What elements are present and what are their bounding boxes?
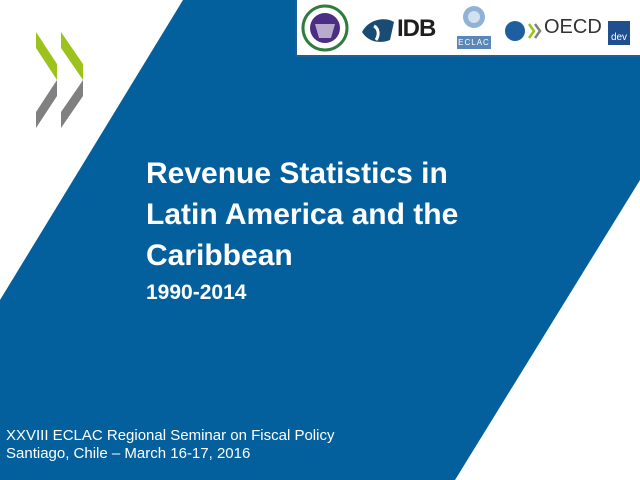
- oecd-chevrons-logo: [36, 32, 83, 128]
- slide-subtitle-years: 1990-2014: [146, 281, 247, 304]
- seminar-seal-logo: [301, 4, 349, 52]
- idb-globe-icon: [362, 19, 394, 42]
- event-location-date: Santiago, Chile – March 16-17, 2016: [6, 445, 251, 462]
- oecd-globe-icon: [505, 21, 542, 41]
- eclac-logo: ECLAC: [457, 36, 491, 49]
- oecd-logo: OECD: [544, 16, 602, 38]
- event-info: XXVIII ECLAC Regional Seminar on Fiscal …: [6, 427, 334, 463]
- partner-logos-band: IDB ECLAC OECD dev: [295, 0, 640, 57]
- idb-logo: IDB: [397, 15, 436, 42]
- title-line: Revenue Statistics in: [146, 157, 448, 190]
- development-centre-logo: dev: [608, 21, 630, 45]
- title-line: Caribbean: [146, 239, 293, 272]
- un-emblem-icon: [463, 6, 485, 28]
- title-line: Latin America and the: [146, 198, 459, 231]
- event-name: XXVIII ECLAC Regional Seminar on Fiscal …: [6, 427, 335, 444]
- slide-title: Revenue Statistics in Latin America and …: [146, 153, 458, 276]
